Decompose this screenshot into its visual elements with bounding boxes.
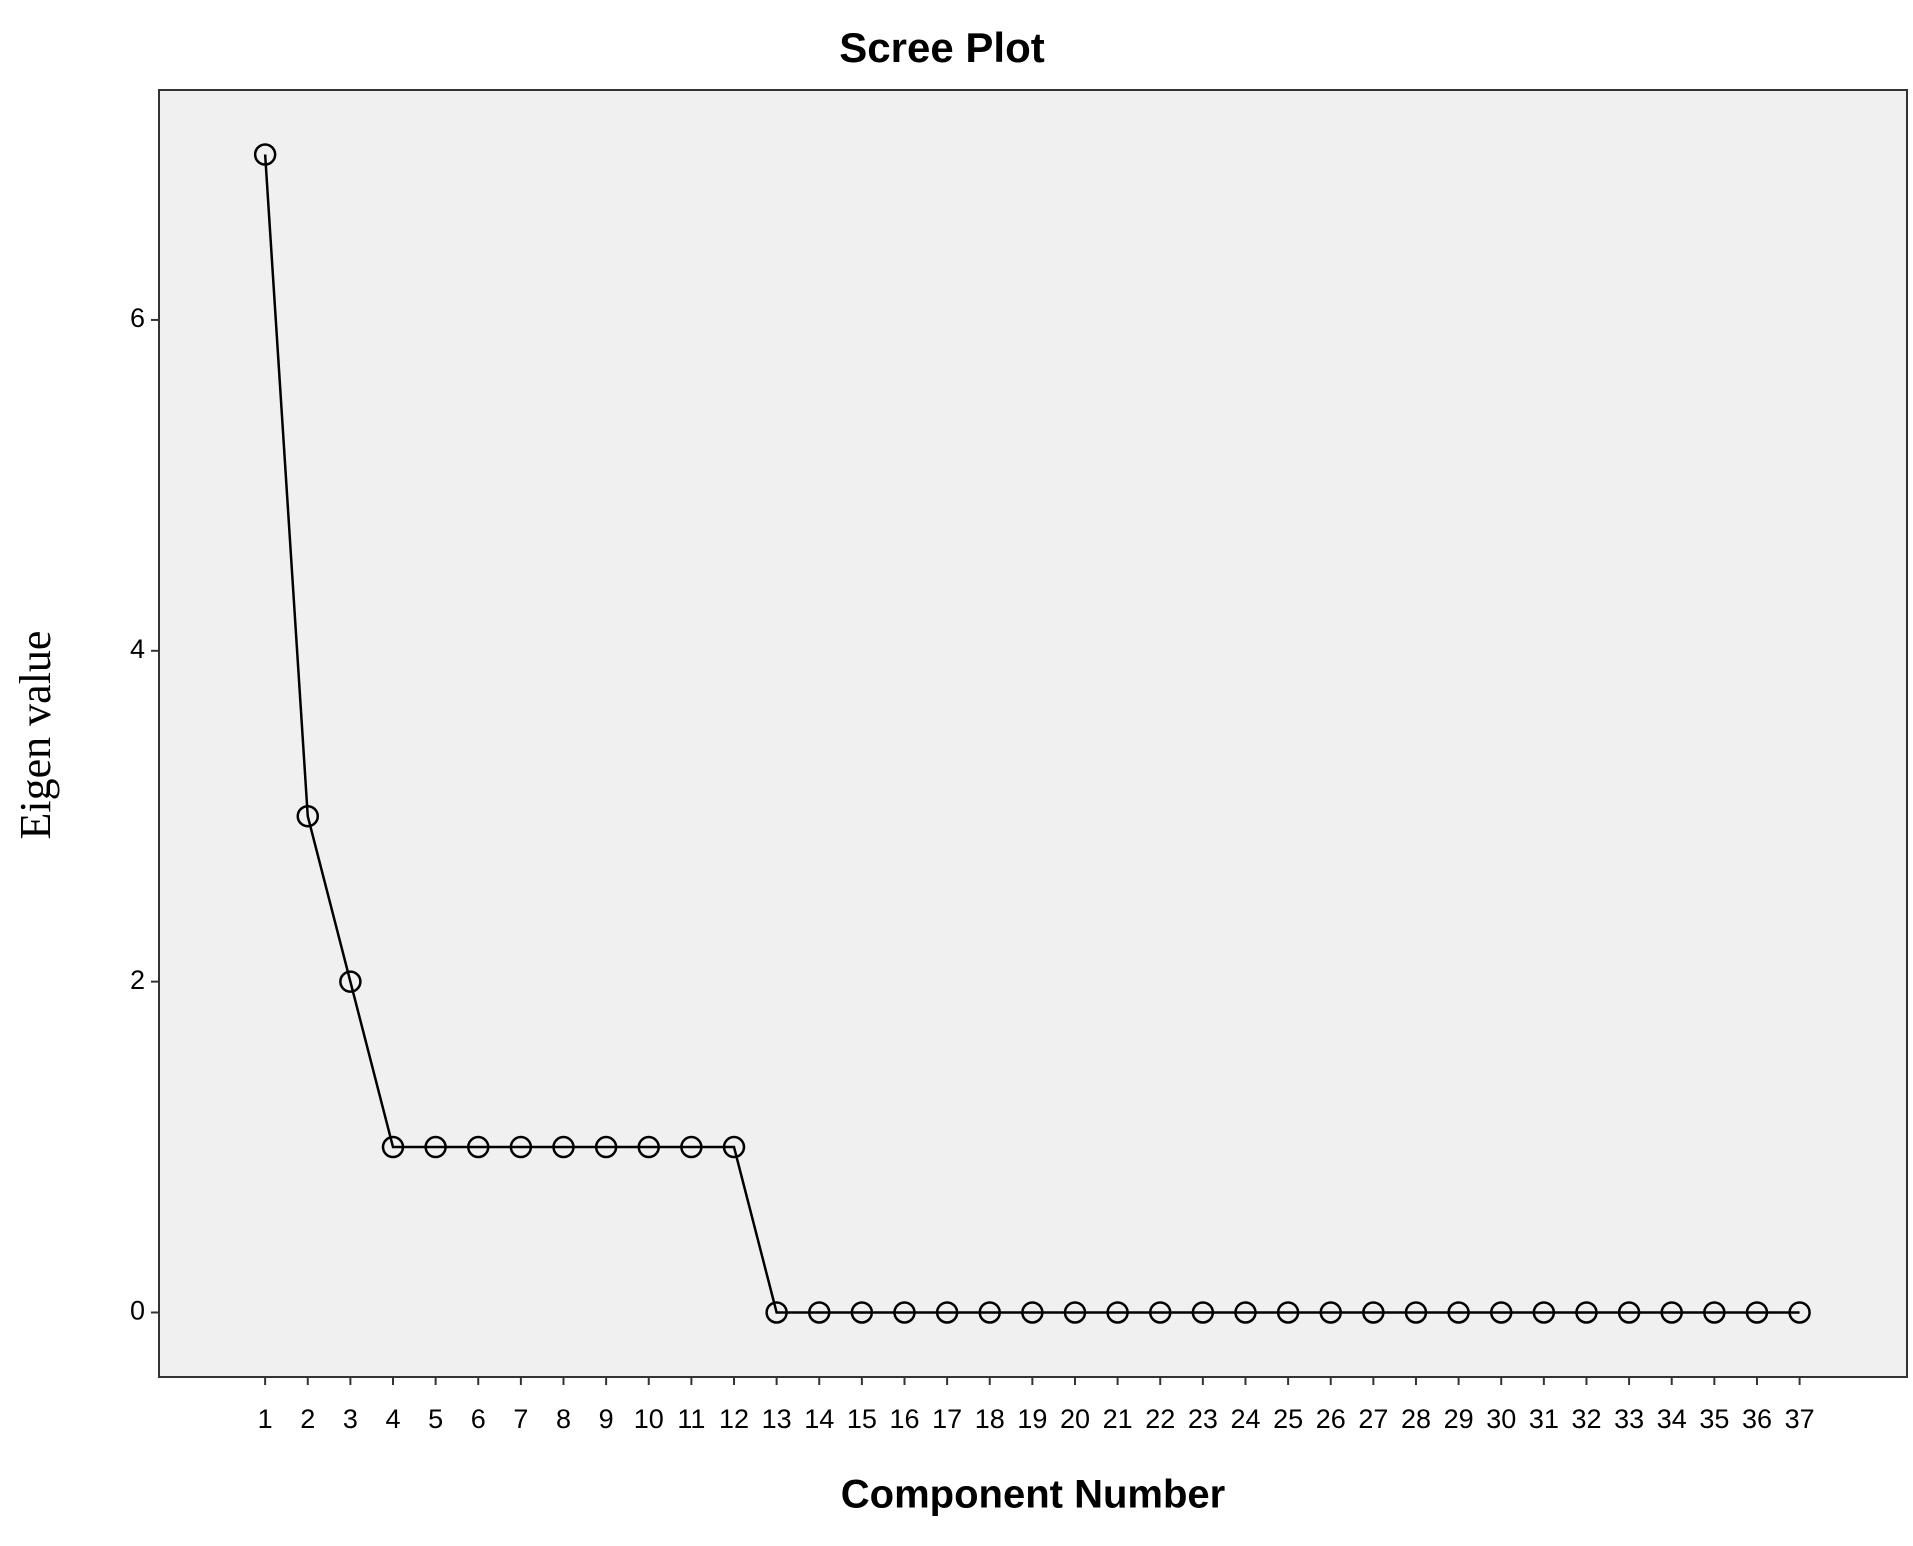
y-tick-label: 0 — [130, 1296, 145, 1326]
x-tick-label: 12 — [719, 1404, 749, 1434]
data-point — [552, 1135, 575, 1159]
x-tick-label: 18 — [975, 1404, 1005, 1434]
data-point — [424, 1135, 447, 1159]
data-point — [253, 143, 277, 166]
x-tick-label: 24 — [1230, 1404, 1260, 1434]
data-point — [1234, 1301, 1257, 1324]
data-point — [680, 1135, 703, 1159]
data-point — [1063, 1301, 1087, 1324]
x-tick-label: 26 — [1316, 1404, 1346, 1434]
data-point — [381, 1135, 405, 1159]
x-tick-label: 7 — [513, 1404, 528, 1434]
data-point — [1319, 1301, 1342, 1324]
x-tick-label: 10 — [634, 1404, 664, 1434]
data-point — [1148, 1301, 1172, 1324]
data-point — [807, 1301, 831, 1324]
x-tick-label: 1 — [258, 1404, 273, 1434]
x-tick-label: 28 — [1401, 1404, 1431, 1434]
x-tick-label: 23 — [1188, 1404, 1218, 1434]
data-point — [339, 970, 362, 993]
series-line — [263, 154, 1800, 1314]
x-tick-label: 22 — [1145, 1404, 1175, 1434]
data-point — [722, 1135, 746, 1159]
data-point — [978, 1301, 1001, 1324]
x-tick-label: 8 — [556, 1404, 571, 1434]
x-tick-label: 6 — [471, 1404, 486, 1434]
x-tick-label: 19 — [1017, 1404, 1047, 1434]
data-point — [1276, 1301, 1300, 1324]
chart-title: Scree Plot — [839, 24, 1044, 71]
data-point — [1745, 1301, 1769, 1324]
y-tick-label: 4 — [130, 634, 145, 664]
data-point — [1106, 1301, 1129, 1324]
x-axis-label: Component Number — [841, 1473, 1225, 1517]
x-tick-label: 32 — [1571, 1404, 1601, 1434]
data-point — [1404, 1301, 1428, 1324]
data-point — [1447, 1301, 1470, 1324]
data-point — [1703, 1301, 1726, 1324]
data-point — [509, 1135, 533, 1159]
x-tick-label: 11 — [677, 1404, 705, 1434]
x-tick-label: 9 — [599, 1404, 614, 1434]
y-tick-label: 2 — [130, 965, 145, 995]
x-tick-label: 31 — [1529, 1404, 1559, 1434]
x-tick-label: 36 — [1742, 1404, 1772, 1434]
x-tick-label: 2 — [300, 1404, 315, 1434]
x-tick-label: 25 — [1273, 1404, 1303, 1434]
data-point — [1362, 1301, 1385, 1324]
data-point — [637, 1135, 660, 1159]
data-point — [1788, 1301, 1811, 1324]
data-point — [296, 804, 320, 828]
x-tick-label: 15 — [847, 1404, 877, 1434]
data-point — [467, 1135, 490, 1159]
x-tick-label: 13 — [762, 1404, 792, 1434]
x-tick-label: 4 — [385, 1404, 400, 1434]
x-tick-label: 27 — [1358, 1404, 1388, 1434]
x-tick-label: 29 — [1444, 1404, 1474, 1434]
data-point — [850, 1301, 874, 1324]
data-point — [765, 1301, 788, 1324]
x-tick-label: 17 — [932, 1404, 962, 1434]
x-tick-label: 21 — [1103, 1404, 1133, 1434]
x-tick-label: 5 — [428, 1404, 443, 1434]
data-point — [1575, 1301, 1598, 1324]
x-tick-label: 34 — [1657, 1404, 1687, 1434]
y-axis-label: Eigen value — [11, 631, 60, 840]
x-tick-label: 20 — [1060, 1404, 1090, 1434]
data-point — [935, 1301, 959, 1324]
plot-area — [158, 89, 1908, 1378]
data-point — [594, 1135, 618, 1159]
x-tick-label: 16 — [889, 1404, 919, 1434]
data-point — [1532, 1301, 1556, 1324]
x-tick-label: 35 — [1699, 1404, 1729, 1434]
data-point — [1021, 1301, 1044, 1324]
data-point — [1617, 1301, 1641, 1324]
x-tick-label: 33 — [1614, 1404, 1644, 1434]
x-tick-label: 30 — [1486, 1404, 1516, 1434]
data-point — [893, 1301, 916, 1324]
x-tick-label: 3 — [343, 1404, 358, 1434]
data-point — [1660, 1301, 1683, 1324]
data-point — [1191, 1301, 1215, 1324]
x-tick-label: 37 — [1785, 1404, 1815, 1434]
x-tick-label: 14 — [804, 1404, 834, 1434]
data-point — [1489, 1301, 1513, 1324]
y-tick-label: 6 — [130, 303, 145, 333]
